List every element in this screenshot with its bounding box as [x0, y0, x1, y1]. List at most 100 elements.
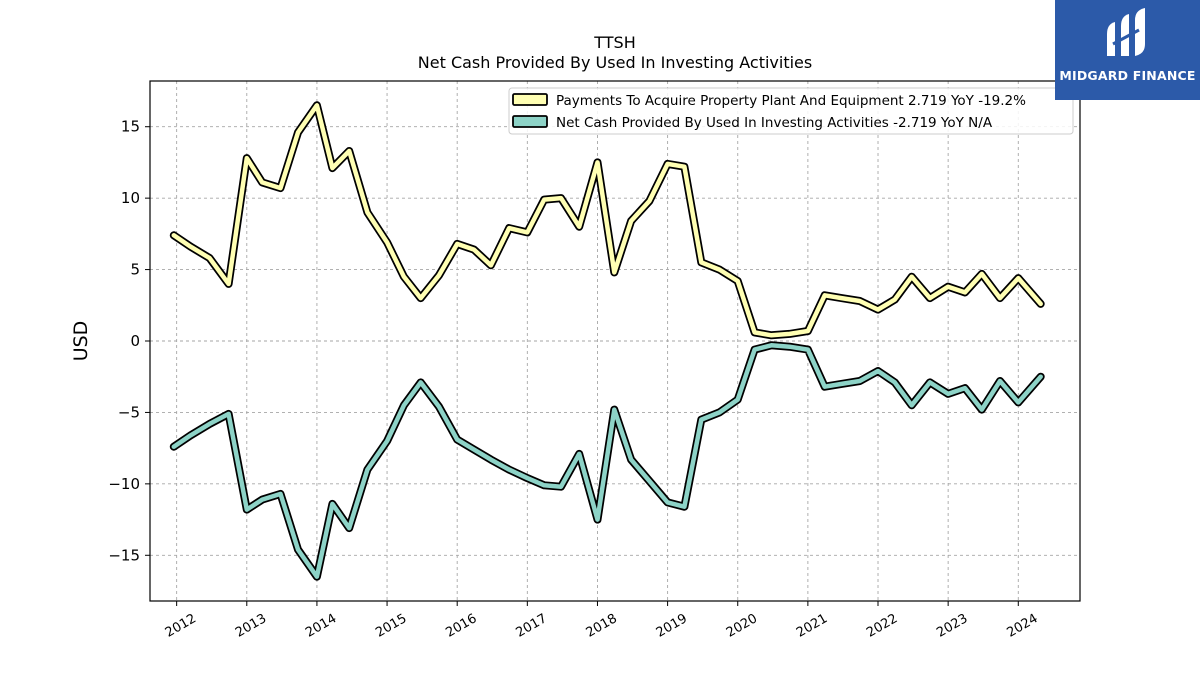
data-point [947, 286, 949, 288]
data-point [297, 549, 299, 551]
data-point [228, 283, 230, 285]
data-point [929, 381, 931, 383]
data-point [560, 486, 562, 488]
data-point [648, 480, 651, 482]
data-point [700, 419, 702, 421]
y-tick-label: 0 [130, 332, 140, 350]
data-point [1017, 277, 1019, 279]
data-point [473, 449, 475, 451]
data-point [824, 386, 826, 388]
data-point [190, 246, 192, 248]
x-tick-label: 2023 [934, 611, 970, 641]
data-point [1040, 376, 1042, 378]
data-point [770, 344, 773, 346]
y-tick-label: 10 [121, 189, 140, 207]
data-point [840, 383, 843, 385]
x-tick-label: 2018 [584, 611, 620, 641]
data-point [209, 423, 211, 425]
data-point [279, 187, 282, 189]
series-line-0 [171, 103, 1043, 338]
data-point [508, 469, 510, 471]
midgard-finance-logo: MIDGARD FINANCE [1055, 0, 1200, 100]
data-point [386, 241, 388, 243]
data-point [667, 163, 669, 165]
data-point [947, 393, 949, 395]
data-point [877, 370, 879, 372]
data-point [1040, 303, 1042, 305]
x-tick-label: 2019 [654, 611, 690, 641]
data-point [261, 499, 263, 501]
legend-swatch-investing [512, 115, 548, 128]
data-point [543, 484, 545, 486]
data-point [173, 234, 175, 236]
x-tick-label: 2013 [233, 611, 269, 641]
y-tick-label: 15 [121, 118, 140, 136]
data-point [173, 446, 175, 448]
x-tick-label: 2015 [373, 611, 409, 641]
data-point [508, 227, 510, 229]
y-tick-label: −10 [108, 475, 140, 493]
data-point [999, 380, 1001, 382]
data-point [789, 346, 791, 348]
data-point [560, 197, 562, 199]
legend-label-ppe: Payments To Acquire Property Plant And E… [556, 93, 1026, 109]
data-point [331, 503, 333, 505]
data-point [648, 200, 651, 202]
data-point [490, 264, 492, 266]
data-point [456, 439, 458, 441]
x-tick-label: 2022 [864, 611, 900, 641]
data-point [526, 231, 528, 233]
data-point [473, 249, 475, 251]
data-point [770, 334, 773, 336]
data-point [438, 406, 440, 408]
data-point [807, 349, 809, 351]
grid [150, 81, 1080, 601]
data-point [543, 199, 545, 201]
x-axis-ticks: 2012 2013 2014 2015 2016 2017 2018 2019 2020 2021… [163, 601, 1041, 641]
y-axis-label: USD [70, 321, 92, 362]
data-point [438, 274, 440, 276]
data-point [824, 294, 826, 296]
data-point [630, 220, 632, 222]
data-point [877, 309, 879, 311]
legend-swatch-ppe [512, 93, 548, 106]
y-axis-ticks: 15 10 5 0 −5 −10 −15 [108, 118, 150, 564]
data-point [578, 453, 580, 455]
data-point [999, 297, 1001, 299]
data-point [911, 276, 913, 278]
data-point [737, 399, 739, 401]
data-point [578, 226, 580, 228]
data-point [403, 276, 405, 278]
data-point [246, 157, 248, 159]
midgard-mark-icon [1107, 8, 1145, 56]
data-point [807, 330, 809, 332]
data-point [279, 493, 282, 495]
data-point [789, 333, 791, 335]
x-tick-label: 2012 [163, 611, 199, 641]
data-point [316, 576, 318, 578]
x-tick-label: 2016 [443, 611, 479, 641]
x-tick-label: 2014 [303, 611, 339, 641]
data-point [894, 299, 896, 301]
data-point [683, 506, 686, 508]
series-lines [169, 101, 1045, 581]
data-point [246, 509, 248, 511]
x-tick-label: 2017 [514, 611, 550, 641]
legend-box [508, 87, 1074, 135]
data-point [630, 459, 632, 461]
legend-label-investing: Net Cash Provided By Used In Investing A… [556, 115, 993, 131]
data-point [366, 211, 368, 213]
data-point [209, 257, 211, 259]
y-tick-label: −15 [108, 546, 140, 564]
data-point [386, 440, 388, 442]
data-point [596, 161, 599, 163]
data-point [911, 404, 913, 406]
y-tick-label: 5 [130, 261, 140, 279]
data-point [964, 291, 966, 293]
data-point [754, 349, 756, 351]
data-point [420, 381, 422, 383]
legend[interactable]: Payments To Acquire Property Plant And E… [508, 87, 1074, 135]
data-point [228, 413, 230, 415]
data-point [366, 469, 368, 471]
